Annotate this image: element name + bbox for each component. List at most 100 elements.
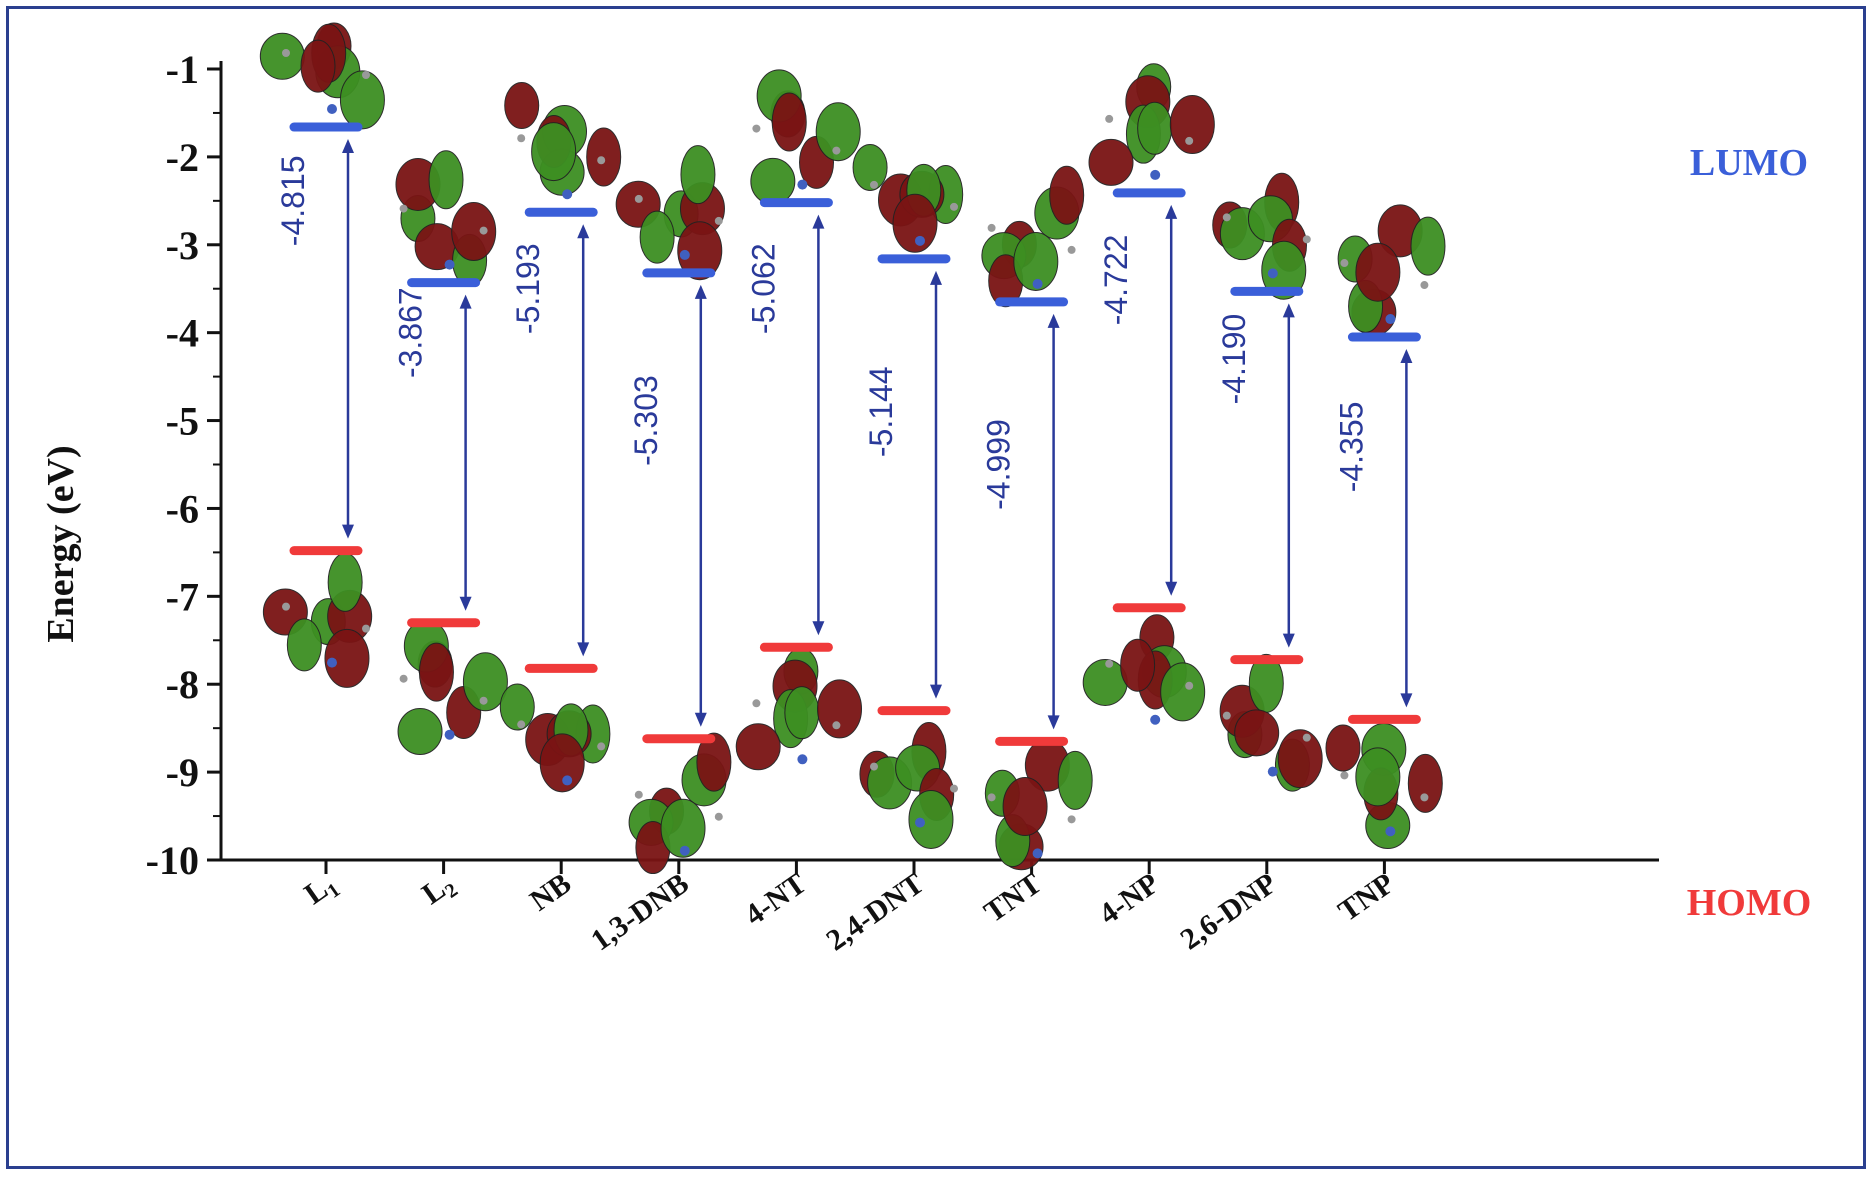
y-tick-label: -1 xyxy=(166,47,199,92)
figure-frame: -1 -2 -3 -4 -5 -6 -7 -8 -9 -10 L1 L2 NB 1,3-DNB 4-NT 2,… xyxy=(6,6,1866,1169)
gap-arrowhead-down xyxy=(459,596,472,611)
orbital-lobe xyxy=(428,150,464,210)
orbital-lobe xyxy=(1057,750,1093,810)
atom-dot xyxy=(282,602,290,611)
atom-dot xyxy=(1420,793,1429,802)
gap-value-label: -4.355 xyxy=(1333,402,1369,493)
y-tick-label: -3 xyxy=(166,223,199,268)
homo-orbital-image xyxy=(1219,653,1323,792)
gap-value-label: -3.867 xyxy=(393,287,429,378)
orbital-lobe xyxy=(1002,777,1048,837)
homo-orbital-image xyxy=(628,732,732,875)
gap-arrowhead-up xyxy=(1282,303,1295,318)
orbital-images xyxy=(259,22,1446,875)
atom-dot xyxy=(1267,268,1278,279)
gap-arrowhead-down xyxy=(1400,693,1413,708)
gap-value-label: -4.999 xyxy=(981,419,1017,510)
homo-orbital-image xyxy=(1325,722,1443,849)
x-tick-label: 4-NP xyxy=(1093,867,1165,931)
x-tick-label: 1,3-DNB xyxy=(585,867,695,958)
x-tick-label: L1 xyxy=(298,867,344,915)
orbital-lobe xyxy=(1049,165,1085,225)
atom-dot xyxy=(987,793,996,802)
gap-arrowhead-down xyxy=(342,524,354,539)
lumo-legend-label: LUMO xyxy=(1690,142,1808,184)
orbital-lobe xyxy=(451,202,497,262)
atom-dot xyxy=(399,204,408,213)
x-tick-label: NB xyxy=(524,867,577,918)
homo-legend-label: HOMO xyxy=(1687,882,1812,924)
atom-dot xyxy=(1032,278,1043,289)
gap-value-label: -4.815 xyxy=(275,155,311,246)
y-tick-label: -9 xyxy=(166,750,199,795)
orbital-lobe xyxy=(418,642,454,702)
atom-dot xyxy=(562,189,573,200)
orbital-lobe xyxy=(696,732,732,792)
atom-dot xyxy=(1302,733,1311,742)
y-tick-label: -5 xyxy=(166,399,199,444)
orbital-lobe xyxy=(1355,242,1401,302)
atom-dot xyxy=(1222,213,1231,222)
lumo-orbital-image xyxy=(395,150,497,287)
y-tick-label: -6 xyxy=(166,486,199,531)
orbital-lobe xyxy=(324,628,370,688)
homo-orbital-image xyxy=(735,647,863,771)
orbital-lobe xyxy=(1325,724,1361,772)
homo-orbital-image xyxy=(984,738,1093,871)
orbital-lobe xyxy=(286,618,322,672)
gap-arrowhead-down xyxy=(812,621,825,636)
gap-arrowhead-down xyxy=(577,642,590,657)
atom-dot xyxy=(597,742,606,751)
atom-dot xyxy=(362,624,370,633)
atom-dot xyxy=(870,180,878,189)
lumo-orbital-image xyxy=(259,22,385,130)
y-tick-label: -7 xyxy=(166,574,199,619)
atom-dot xyxy=(714,216,723,225)
atom-dot xyxy=(1222,711,1231,720)
gap-arrowhead-down xyxy=(1047,715,1060,730)
atom-dot xyxy=(1105,114,1114,123)
y-tick-label: -4 xyxy=(166,311,199,356)
atom-dot xyxy=(1185,136,1194,145)
orbital-lobe xyxy=(1407,753,1443,813)
atom-dot xyxy=(634,194,643,203)
atom-dot xyxy=(679,845,690,856)
chart-marks: -4.815 -3.867 -5.193 -5.303 -5.062 -5.144 -4.9… xyxy=(275,122,1421,746)
y-tick-label: -8 xyxy=(166,662,199,707)
y-tick-label: -10 xyxy=(146,838,199,883)
x-tick-label: 2,4-DNT xyxy=(820,867,930,958)
orbital-lobe xyxy=(1137,101,1173,155)
atom-dot xyxy=(444,729,455,740)
orbital-lobe xyxy=(771,92,807,152)
atom-dot xyxy=(634,790,643,799)
atom-dot xyxy=(444,259,455,270)
atom-dot xyxy=(1340,771,1349,780)
lumo-orbital-image xyxy=(504,82,622,200)
orbital-lobe xyxy=(1013,231,1059,291)
orbital-lobe xyxy=(1120,638,1156,692)
atom-dot xyxy=(1150,169,1161,180)
atom-dot xyxy=(479,696,488,705)
orbital-lobe xyxy=(677,221,723,281)
orbital-lobe xyxy=(735,723,781,771)
orbital-lobe xyxy=(586,127,622,187)
atom-dot xyxy=(950,784,958,793)
atom-dot xyxy=(1185,681,1194,690)
atom-dot xyxy=(915,817,925,828)
gap-arrowhead-up xyxy=(342,139,354,154)
orbital-lobe xyxy=(680,145,716,205)
orbital-lobe xyxy=(1169,95,1215,155)
atom-dot xyxy=(327,657,337,668)
x-tick-label: L2 xyxy=(416,867,462,915)
atom-dot xyxy=(1385,826,1396,837)
gap-arrowhead-down xyxy=(694,712,707,727)
orbital-lobe xyxy=(327,552,363,612)
gap-arrowhead-up xyxy=(1047,313,1060,328)
orbital-lobe xyxy=(1410,216,1446,276)
orbital-lobe xyxy=(539,733,585,793)
gap-arrowhead-down xyxy=(1282,633,1295,648)
gap-value-label: -5.303 xyxy=(628,375,664,466)
lumo-orbital-image xyxy=(1088,63,1215,186)
y-tick-label: -2 xyxy=(166,135,199,180)
atom-dot xyxy=(1420,281,1429,290)
